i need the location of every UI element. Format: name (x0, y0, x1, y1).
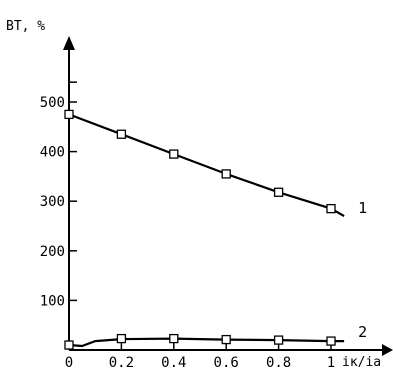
data-point-marker (326, 336, 336, 346)
data-point-marker (116, 333, 127, 344)
x-tick-label: 0.8 (266, 355, 291, 370)
x-tick-label: 0.4 (161, 355, 186, 370)
data-point-marker (273, 187, 284, 197)
y-tick-label: 300 (40, 194, 65, 210)
y-tick-label: 100 (40, 293, 65, 309)
x-tick-label: 0.6 (214, 355, 239, 370)
data-point-marker (169, 149, 179, 159)
data-point-marker (64, 340, 74, 350)
x-tick-label: 0 (65, 355, 73, 370)
series-layer: 12 (64, 109, 367, 350)
y-axis-arrow (63, 36, 75, 50)
series-label: 2 (358, 323, 367, 341)
data-point-marker (273, 335, 284, 345)
y-tick-label: 500 (40, 95, 65, 111)
series-1: 1 (64, 109, 367, 218)
data-point-marker (221, 334, 231, 345)
series-2: 2 (64, 323, 367, 350)
data-point-marker (169, 333, 179, 344)
axes (63, 36, 393, 356)
ticks: 100 200 300 400 500 0 0.2 0.4 0.6 0.8 1 (40, 81, 335, 370)
x-tick-label: 1 (327, 355, 335, 370)
data-point-marker (326, 203, 336, 214)
series-line (68, 337, 345, 348)
x-tick-label: 0.2 (109, 355, 134, 370)
y-tick-label: 400 (40, 145, 65, 161)
data-point-marker (64, 109, 74, 120)
x-axis-label: iк/iа (342, 355, 381, 370)
x-axis-arrow (382, 344, 393, 356)
data-point-marker (116, 129, 127, 139)
series-line (68, 113, 345, 218)
data-point-marker (221, 169, 231, 179)
y-axis-label: BT, % (6, 19, 45, 34)
y-tick-label: 200 (40, 244, 65, 260)
series-label: 1 (358, 199, 367, 217)
